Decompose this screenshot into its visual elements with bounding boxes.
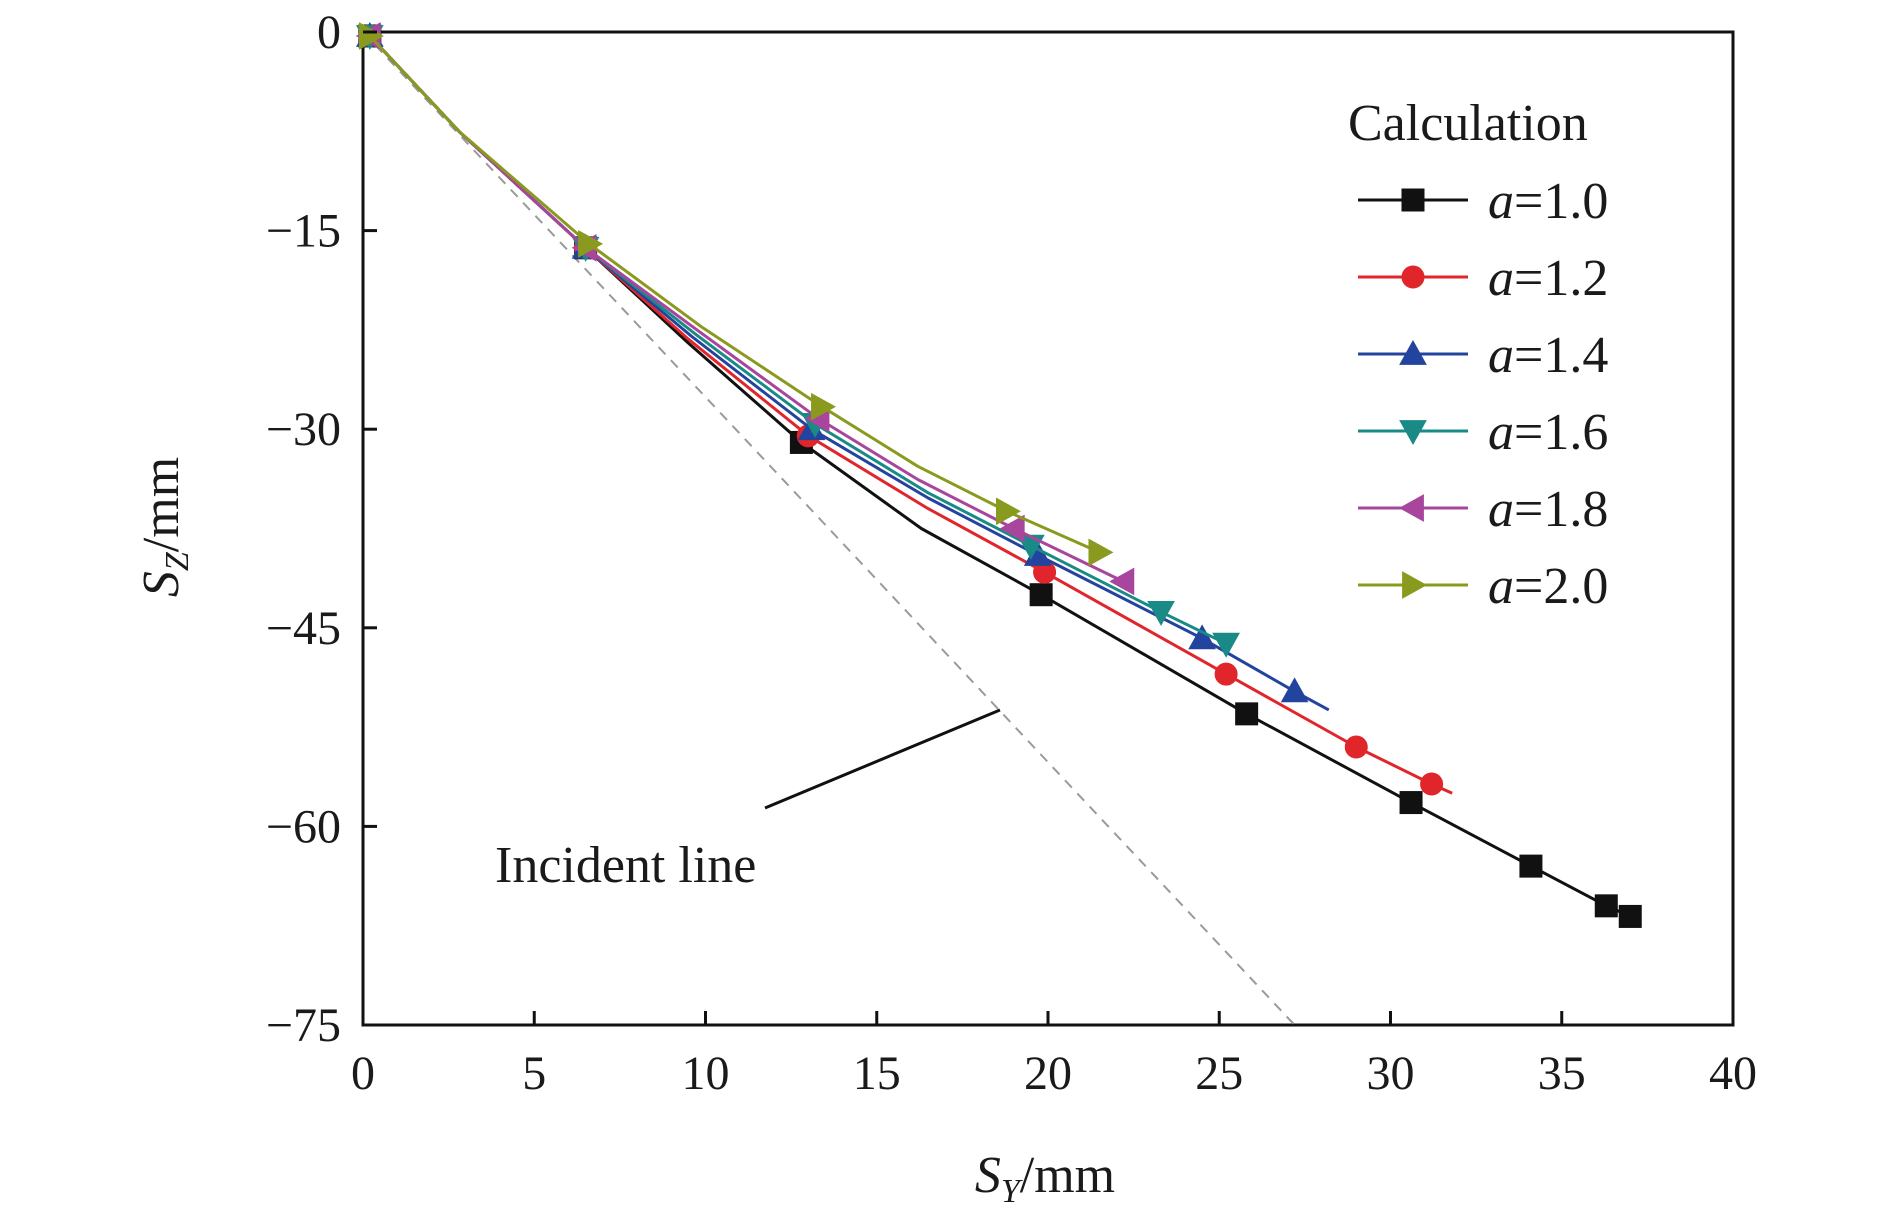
incident-line-pointer [764, 708, 1001, 810]
legend-title: Calculation [1348, 95, 1588, 152]
legend-label: a=1.6 [1488, 404, 1608, 461]
series-1.4 [356, 21, 1330, 712]
series-1.8 [355, 22, 1135, 596]
legend-label: a=1.8 [1488, 481, 1608, 538]
data-point [1212, 632, 1240, 658]
series-1.6 [356, 25, 1240, 658]
data-point [1399, 791, 1423, 815]
legend-item: a=1.6 [1358, 404, 1608, 461]
y-axis-ticks: 0 −15 −30 −45 −60 −75 [266, 6, 377, 1052]
data-point [1618, 904, 1642, 928]
y-tick-label: −60 [266, 800, 341, 853]
x-tick-label: 20 [1024, 1047, 1072, 1100]
incident-line-layer [362, 31, 1296, 1026]
data-point [1519, 854, 1543, 878]
y-tick-label: −75 [266, 999, 341, 1052]
legend-label: a=1.2 [1488, 250, 1608, 307]
data-point [811, 392, 836, 421]
x-tick-label: 30 [1367, 1047, 1415, 1100]
data-point [1147, 601, 1175, 626]
legend-marker [1398, 494, 1424, 522]
data-point [1420, 772, 1444, 796]
legend-marker [1401, 265, 1425, 289]
x-tick-label: 25 [1195, 1047, 1243, 1100]
x-tick-label: 40 [1709, 1047, 1757, 1100]
legend-label: a=1.4 [1488, 327, 1608, 384]
legend-marker [1399, 420, 1427, 446]
data-point [1088, 538, 1114, 567]
legend-marker [1402, 571, 1428, 599]
data-point [1188, 624, 1216, 650]
y-tick-label: −45 [266, 602, 341, 655]
legend-item: a=1.4 [1358, 327, 1608, 384]
x-axis-label: SY/mm [975, 1147, 1115, 1210]
legend: a=1.0 a=1.2 a=1.4 a=1.6 a=1.8 a=2.0 [1358, 173, 1608, 615]
data-point [358, 22, 384, 50]
x-axis-ticks: 0 5 10 15 20 25 30 35 40 [351, 1011, 1757, 1100]
x-tick-label: 10 [682, 1047, 730, 1100]
series-1.2 [358, 24, 1453, 796]
series-line [368, 34, 1453, 795]
x-tick-label: 0 [351, 1047, 375, 1100]
series-2.0 [358, 22, 1114, 567]
y-tick-label: 0 [317, 6, 341, 59]
legend-item: a=1.8 [1358, 481, 1608, 538]
incident-line-label: Incident line [495, 837, 756, 894]
data-point [999, 514, 1025, 543]
data-point [1029, 583, 1053, 607]
data-point [1594, 894, 1618, 918]
legend-item: a=1.2 [1358, 250, 1608, 307]
legend-item: a=1.0 [1358, 173, 1608, 230]
series-line [368, 34, 1330, 712]
incident-line [362, 31, 1296, 1026]
data-point [578, 229, 604, 258]
data-point [1214, 662, 1238, 686]
legend-label: a=1.0 [1488, 173, 1608, 230]
series-layer [355, 21, 1642, 928]
legend-label: a=2.0 [1488, 558, 1608, 615]
legend-marker [1399, 339, 1427, 365]
data-point [1344, 735, 1368, 759]
x-tick-label: 35 [1538, 1047, 1586, 1100]
y-tick-label: −15 [266, 205, 341, 258]
data-point [1280, 677, 1309, 703]
data-point [1109, 567, 1135, 596]
data-point [996, 497, 1021, 526]
x-tick-label: 15 [853, 1047, 901, 1100]
x-tick-label: 5 [522, 1047, 546, 1100]
y-axis-label: SZ/mm [133, 457, 196, 597]
legend-item: a=2.0 [1358, 558, 1608, 615]
legend-marker [1401, 188, 1425, 212]
y-tick-label: −30 [266, 403, 341, 456]
series-line [368, 34, 1101, 554]
series-line [368, 34, 1124, 583]
data-point [1235, 702, 1259, 726]
